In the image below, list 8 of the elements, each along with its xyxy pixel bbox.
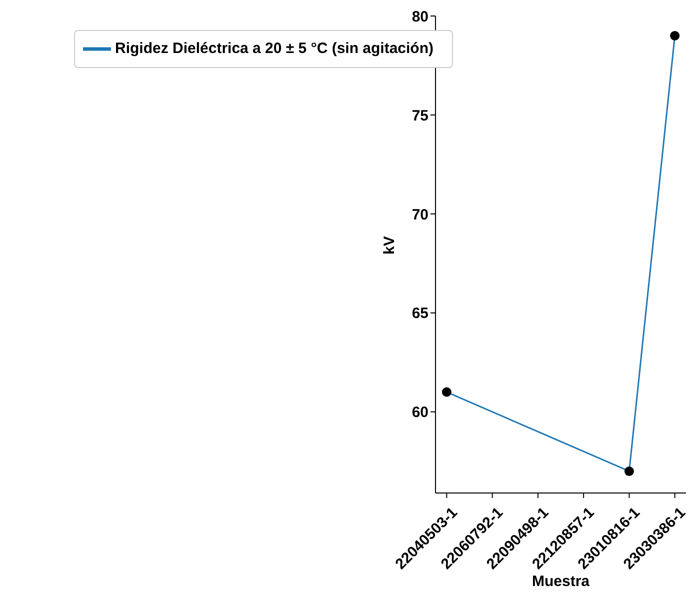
y-tick-label: 60: [412, 404, 428, 422]
y-tick-label: 65: [412, 305, 428, 322]
y-tick-label: 80: [412, 8, 428, 26]
y-tick-label: 70: [412, 206, 428, 224]
y-tick-label: 75: [412, 107, 428, 124]
y-axis-title: kV: [380, 236, 398, 254]
x-axis-title: Muestra: [532, 573, 590, 590]
legend-label: Rigidez Dieléctrica a 20 ± 5 °C (sin agitación): [115, 40, 434, 57]
